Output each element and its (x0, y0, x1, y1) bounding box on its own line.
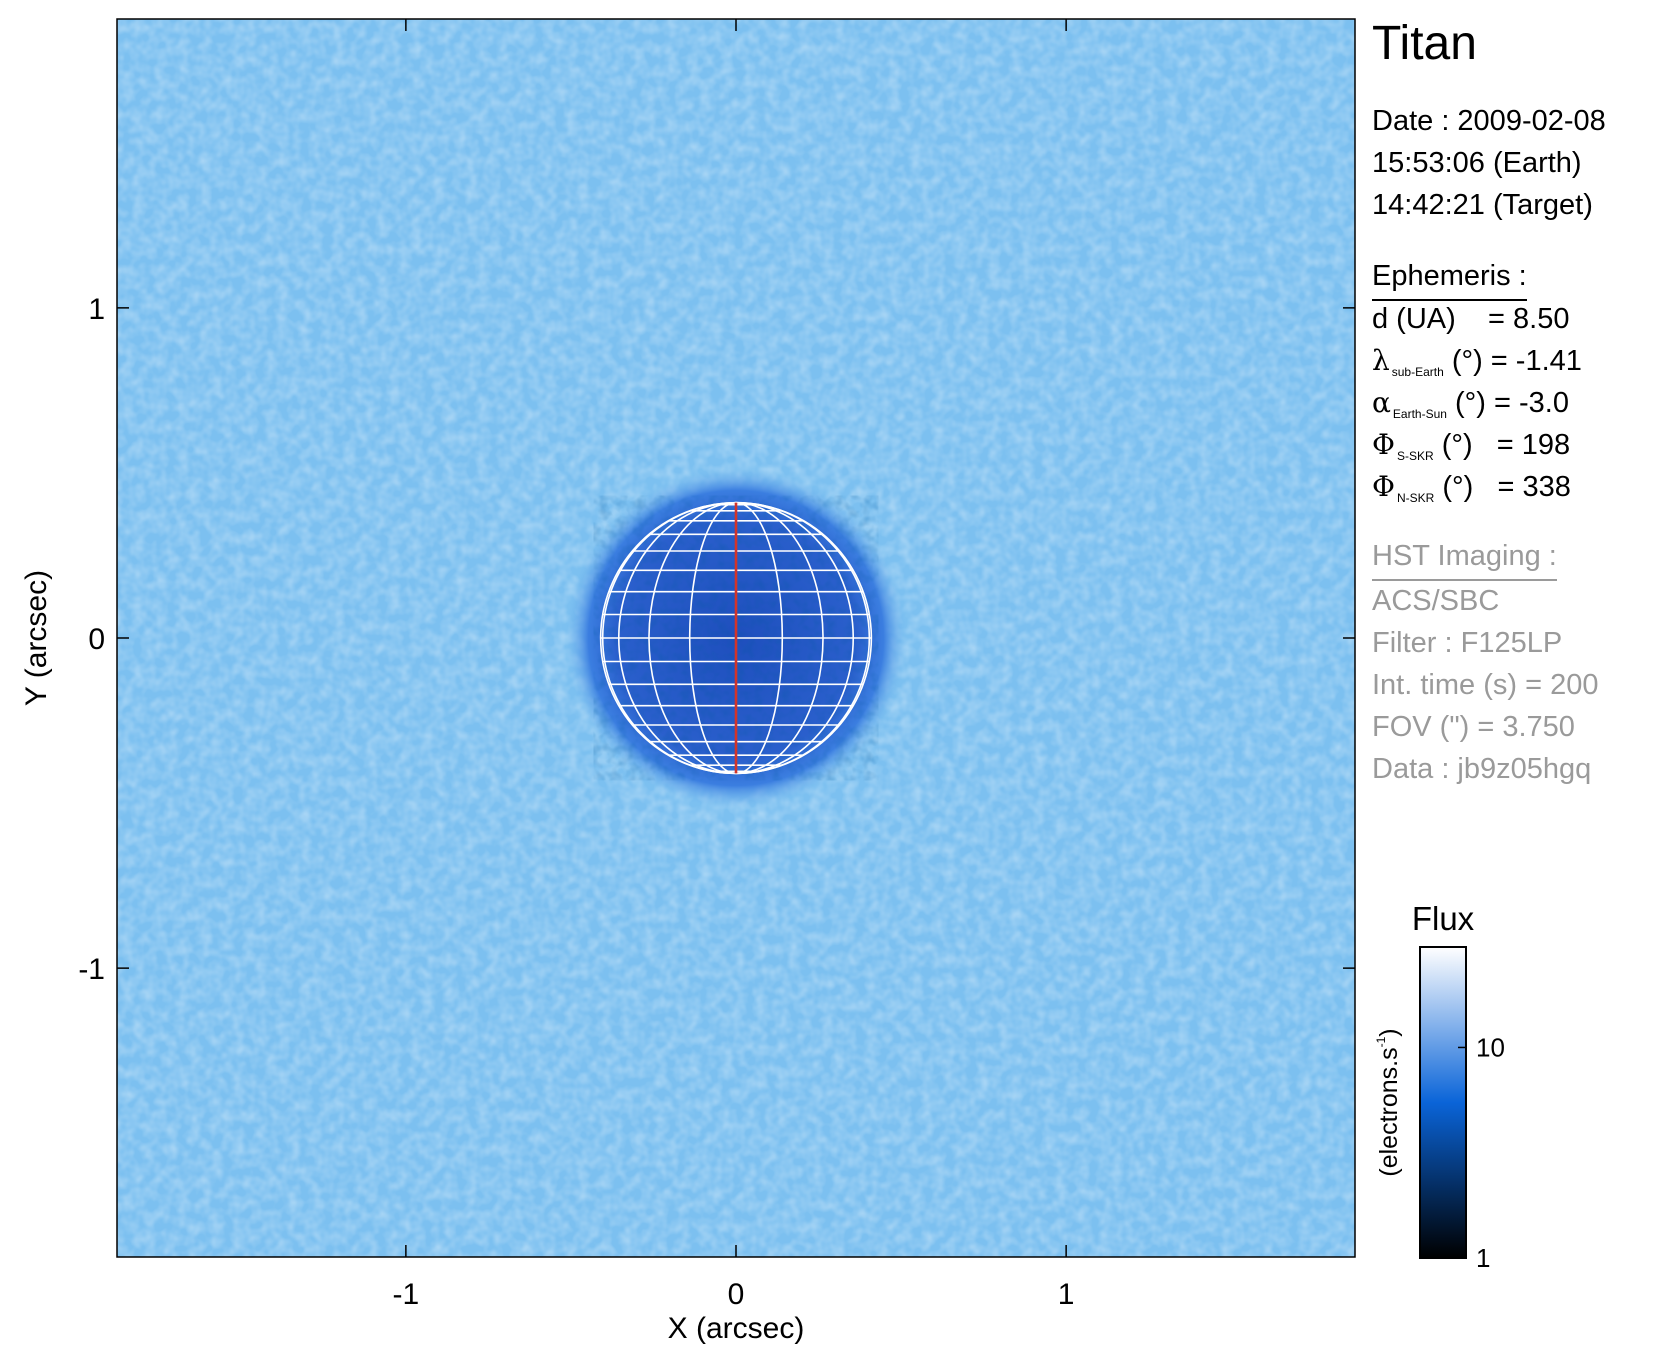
ephemeris-value: = 8.50 (1455, 303, 1570, 335)
longitude-line (735, 501, 784, 775)
colorbar-ticks: 1 10 (1458, 1032, 1505, 1273)
imaging-header-text: HST Imaging : (1372, 535, 1557, 581)
ephemeris-row: α Earth-Sun (°) = -3.0 (1372, 382, 1569, 429)
ephemeris-header: Ephemeris : (1372, 255, 1527, 301)
longitude-line (648, 501, 737, 775)
planetographic-grid (599, 501, 873, 775)
longitude-line (735, 501, 871, 775)
x-axis: -1 0 1 (393, 19, 1075, 1311)
imaging-row: Filter : F125LP (1372, 627, 1563, 659)
x-tick-label: 1 (1058, 1278, 1075, 1311)
colorbar-gradient (1419, 946, 1467, 1259)
y-axis: -1 0 1 (78, 293, 1355, 986)
ephemeris-subscript: N-SKR (1396, 491, 1435, 505)
colorbar-tick-label: 1 (1476, 1243, 1490, 1273)
colorbar-label: (electrons.s-1) (1374, 1028, 1403, 1176)
ephemeris-symbol: Φ (1372, 470, 1395, 503)
ephemeris-symbol: λ (1372, 344, 1390, 377)
y-tick-label: 1 (88, 293, 105, 326)
observation-date: Date : 2009-02-08 (1372, 105, 1606, 137)
imaging-row: Data : jb9z05hgq (1372, 753, 1592, 785)
imaging-row: Int. time (s) = 200 (1372, 669, 1599, 701)
longitude-line (735, 501, 855, 775)
ephemeris-value: (°) = -3.0 (1446, 387, 1569, 419)
ephemeris-row: Φ N-SKR (°) = 338 (1372, 466, 1571, 513)
imaging-row: ACS/SBC (1372, 585, 1500, 617)
y-axis-label: Y (arcsec) (20, 570, 53, 706)
longitude-line (601, 501, 737, 775)
ephemeris-value: (°) = 198 (1433, 429, 1571, 461)
colorbar-tick-label: 10 (1476, 1032, 1505, 1062)
image-panel (117, 19, 1355, 1257)
y-tick-label: 0 (88, 623, 105, 656)
ephemeris-subscript: S-SKR (1396, 449, 1434, 463)
ephemeris-row: λ sub-Earth (°) = -1.41 (1372, 340, 1582, 387)
imaging-row: FOV (") = 3.750 (1372, 711, 1575, 743)
x-tick-label: -1 (393, 1278, 420, 1311)
colorbar-title: Flux (1412, 900, 1475, 937)
ephemeris-symbol: α (1372, 386, 1391, 419)
ephemeris-subscript: Earth-Sun (1392, 407, 1447, 421)
ephemeris-row: d (UA) = 8.50 (1372, 298, 1569, 340)
ephemeris-value: (°) = -1.41 (1443, 345, 1582, 377)
imaging-header: HST Imaging : (1372, 535, 1557, 581)
longitude-line (688, 501, 737, 775)
x-tick-label: 0 (728, 1278, 745, 1311)
target-title: Titan (1372, 17, 1477, 70)
colorbar: Flux 1 10 (electrons.s-1) (1374, 900, 1505, 1273)
longitude-line (735, 501, 824, 775)
x-axis-label: X (arcsec) (668, 1312, 805, 1345)
target-time: 14:42:21 (Target) (1372, 189, 1593, 221)
ephemeris-value: (°) = 338 (1434, 471, 1571, 503)
ephemeris-row: Φ S-SKR (°) = 198 (1372, 424, 1570, 471)
ephemeris-subscript: sub-Earth (1391, 365, 1444, 379)
earth-time: 15:53:06 (Earth) (1372, 147, 1582, 179)
ephemeris-header-text: Ephemeris : (1372, 255, 1527, 301)
ephemeris-label: d (UA) (1372, 303, 1456, 335)
ephemeris-symbol: Φ (1372, 428, 1395, 461)
y-tick-label: -1 (78, 953, 105, 986)
longitude-line (617, 501, 737, 775)
